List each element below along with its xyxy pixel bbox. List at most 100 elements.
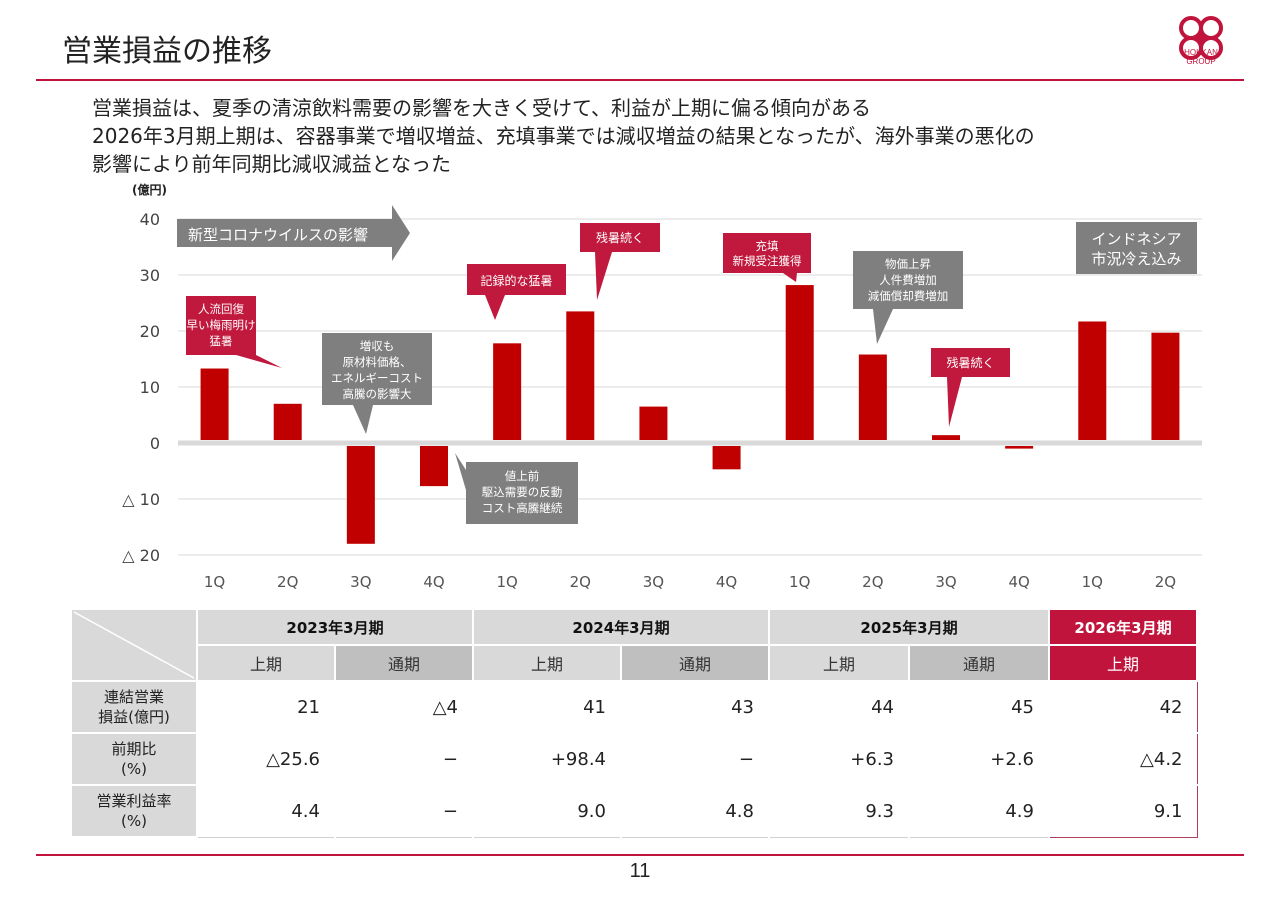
y-tick-label: △ 10 [122, 490, 160, 509]
annotation-juten-box [723, 233, 811, 273]
x-tick-label: 3Q [350, 573, 371, 591]
y-tick-label: 20 [140, 322, 160, 341]
table-cell: 9.3 [768, 784, 910, 838]
table-cell: +98.4 [472, 732, 622, 786]
y-tick-label: 10 [140, 378, 160, 397]
period-header: 上期 [768, 644, 910, 682]
profit-table: 2023年3月期 2024年3月期 2025年3月期 2026年3月期 上期 通… [70, 608, 1198, 838]
annotation-jinryu-box [186, 296, 256, 355]
bar [1078, 321, 1107, 440]
summary-line: 営業損益は、夏季の清涼飲料需要の影響を大きく受けて、利益が上期に偏る傾向がある [92, 96, 871, 120]
table-cell-current: 42 [1048, 680, 1198, 734]
annotation-jinryu-label: 人流回復早い梅雨明け猛暑 [187, 302, 256, 348]
annotation-neage-label: 値上前駆込需要の反動コスト高騰継続 [482, 469, 563, 515]
annotation-zoushu-label: 増収も原材料価格、エネルギーコスト高騰の影響大 [331, 339, 423, 401]
row-label: 前期比 (%) [70, 732, 198, 786]
annotation-zansho-1-pointer [595, 252, 612, 300]
y-tick-label: 30 [140, 266, 160, 285]
x-tick-label: 4Q [1008, 573, 1029, 591]
annotation-zoushu-pointer [353, 405, 373, 434]
table-cell-current: △4.2 [1048, 732, 1198, 786]
x-tick-label: 2Q [570, 573, 591, 591]
annotation-bukka-label: 物価上昇人件費増加減価償却費増加 [868, 257, 949, 303]
period-header: 上期 [196, 644, 336, 682]
x-tick-label: 3Q [643, 573, 664, 591]
bar [932, 435, 960, 440]
logo-text-line2: GROUP [1186, 57, 1216, 66]
annotation-zansho-2-pointer [947, 377, 962, 427]
table-cell: 4.9 [908, 784, 1050, 838]
table-cell: 41 [472, 680, 622, 734]
table-row: 前期比 (%) △25.6 − +98.4 − +6.3 +2.6 △4.2 [70, 732, 1198, 786]
table-cell: +6.3 [768, 732, 910, 786]
annotation-bukka-box [853, 251, 963, 309]
unit-label: (億円) [132, 183, 167, 197]
y-tick-label: △ 20 [122, 546, 160, 565]
bar [1151, 332, 1180, 440]
footer-divider [36, 854, 1244, 856]
table-cell: 4.4 [196, 784, 336, 838]
x-tick-label: 2Q [1155, 573, 1176, 591]
operating-profit-chart: 40 30 20 10 0 △ 10 △ 20 1Q 2Q 3Q 4Q 1Q 2Q 3Q 4Q 1Q 2Q 3Q 4… [122, 205, 1202, 591]
bar [858, 354, 887, 440]
period-header: 上期 [472, 644, 622, 682]
annotation-neage-box [466, 462, 578, 524]
bar [712, 446, 741, 470]
bar [1005, 446, 1034, 449]
period-header: 通期 [620, 644, 770, 682]
table-row: 営業利益率 (%) 4.4 − 9.0 4.8 9.3 4.9 9.1 [70, 784, 1198, 838]
bar [566, 311, 595, 440]
hokkan-logo-icon [1179, 16, 1223, 60]
x-tick-label: 1Q [204, 573, 225, 591]
period-header: 通期 [908, 644, 1050, 682]
bar [346, 446, 375, 544]
annotation-neage-pointer [455, 453, 466, 490]
bar [200, 368, 229, 440]
annotation-indonesia-label: インドネシア市況冷え込み [1091, 230, 1181, 268]
annotation-bukka-pointer [873, 309, 893, 344]
year-header: 2024年3月期 [472, 608, 770, 646]
x-tick-label: 2Q [277, 573, 298, 591]
annotation-indonesia-box [1076, 222, 1197, 274]
bar [785, 285, 814, 440]
annotation-kiroku-label: 記録的な猛暑 [480, 273, 552, 288]
table-cell: − [334, 732, 474, 786]
covid-arrow-shape [177, 205, 410, 261]
summary-line: 2026年3月期上期は、容器事業で増収増益、充填事業では減収増益の結果となったが… [92, 124, 1035, 148]
year-header: 2025年3月期 [768, 608, 1050, 646]
row-label: 営業利益率 (%) [70, 784, 198, 838]
x-tick-label: 2Q [862, 573, 883, 591]
table-cell: − [620, 732, 770, 786]
annotation-kiroku-pointer [485, 295, 505, 320]
table-corner [70, 608, 198, 682]
table-cell: 45 [908, 680, 1050, 734]
x-tick-label: 1Q [1082, 573, 1103, 591]
annotation-zansho-2-label: 残暑続く [946, 356, 994, 370]
annotation-juten-label: 充填新規受注獲得 [733, 239, 802, 268]
logo-text-line1: HOKKAN [1184, 48, 1218, 57]
period-header-current: 上期 [1048, 644, 1198, 682]
x-tick-label: 4Q [423, 573, 444, 591]
row-label: 連結営業 損益(億円) [70, 680, 198, 734]
annotation-zansho-2-box [931, 348, 1010, 377]
summary-text: 営業損益は、夏季の清涼飲料需要の影響を大きく受けて、利益が上期に偏る傾向がある … [92, 94, 1035, 178]
table-cell: 21 [196, 680, 336, 734]
logo-text: HOKKAN GROUP [1166, 48, 1236, 66]
year-header: 2023年3月期 [196, 608, 474, 646]
page-number: 11 [629, 860, 651, 882]
summary-line: 影響により前年同期比減収減益となった [92, 152, 451, 176]
table-cell: △25.6 [196, 732, 336, 786]
annotation-juten-pointer [783, 273, 797, 282]
table-cell: 44 [768, 680, 910, 734]
bar [420, 446, 448, 487]
annotation-zansho-1-box [580, 223, 660, 252]
table-cell: − [334, 784, 474, 838]
table-cell: +2.6 [908, 732, 1050, 786]
bar [493, 343, 522, 440]
bar [639, 406, 668, 440]
x-tick-label: 3Q [935, 573, 956, 591]
year-header-current: 2026年3月期 [1048, 608, 1198, 646]
x-tick-label: 1Q [789, 573, 810, 591]
y-tick-label: 40 [140, 210, 160, 229]
page-title: 営業損益の推移 [62, 34, 272, 69]
